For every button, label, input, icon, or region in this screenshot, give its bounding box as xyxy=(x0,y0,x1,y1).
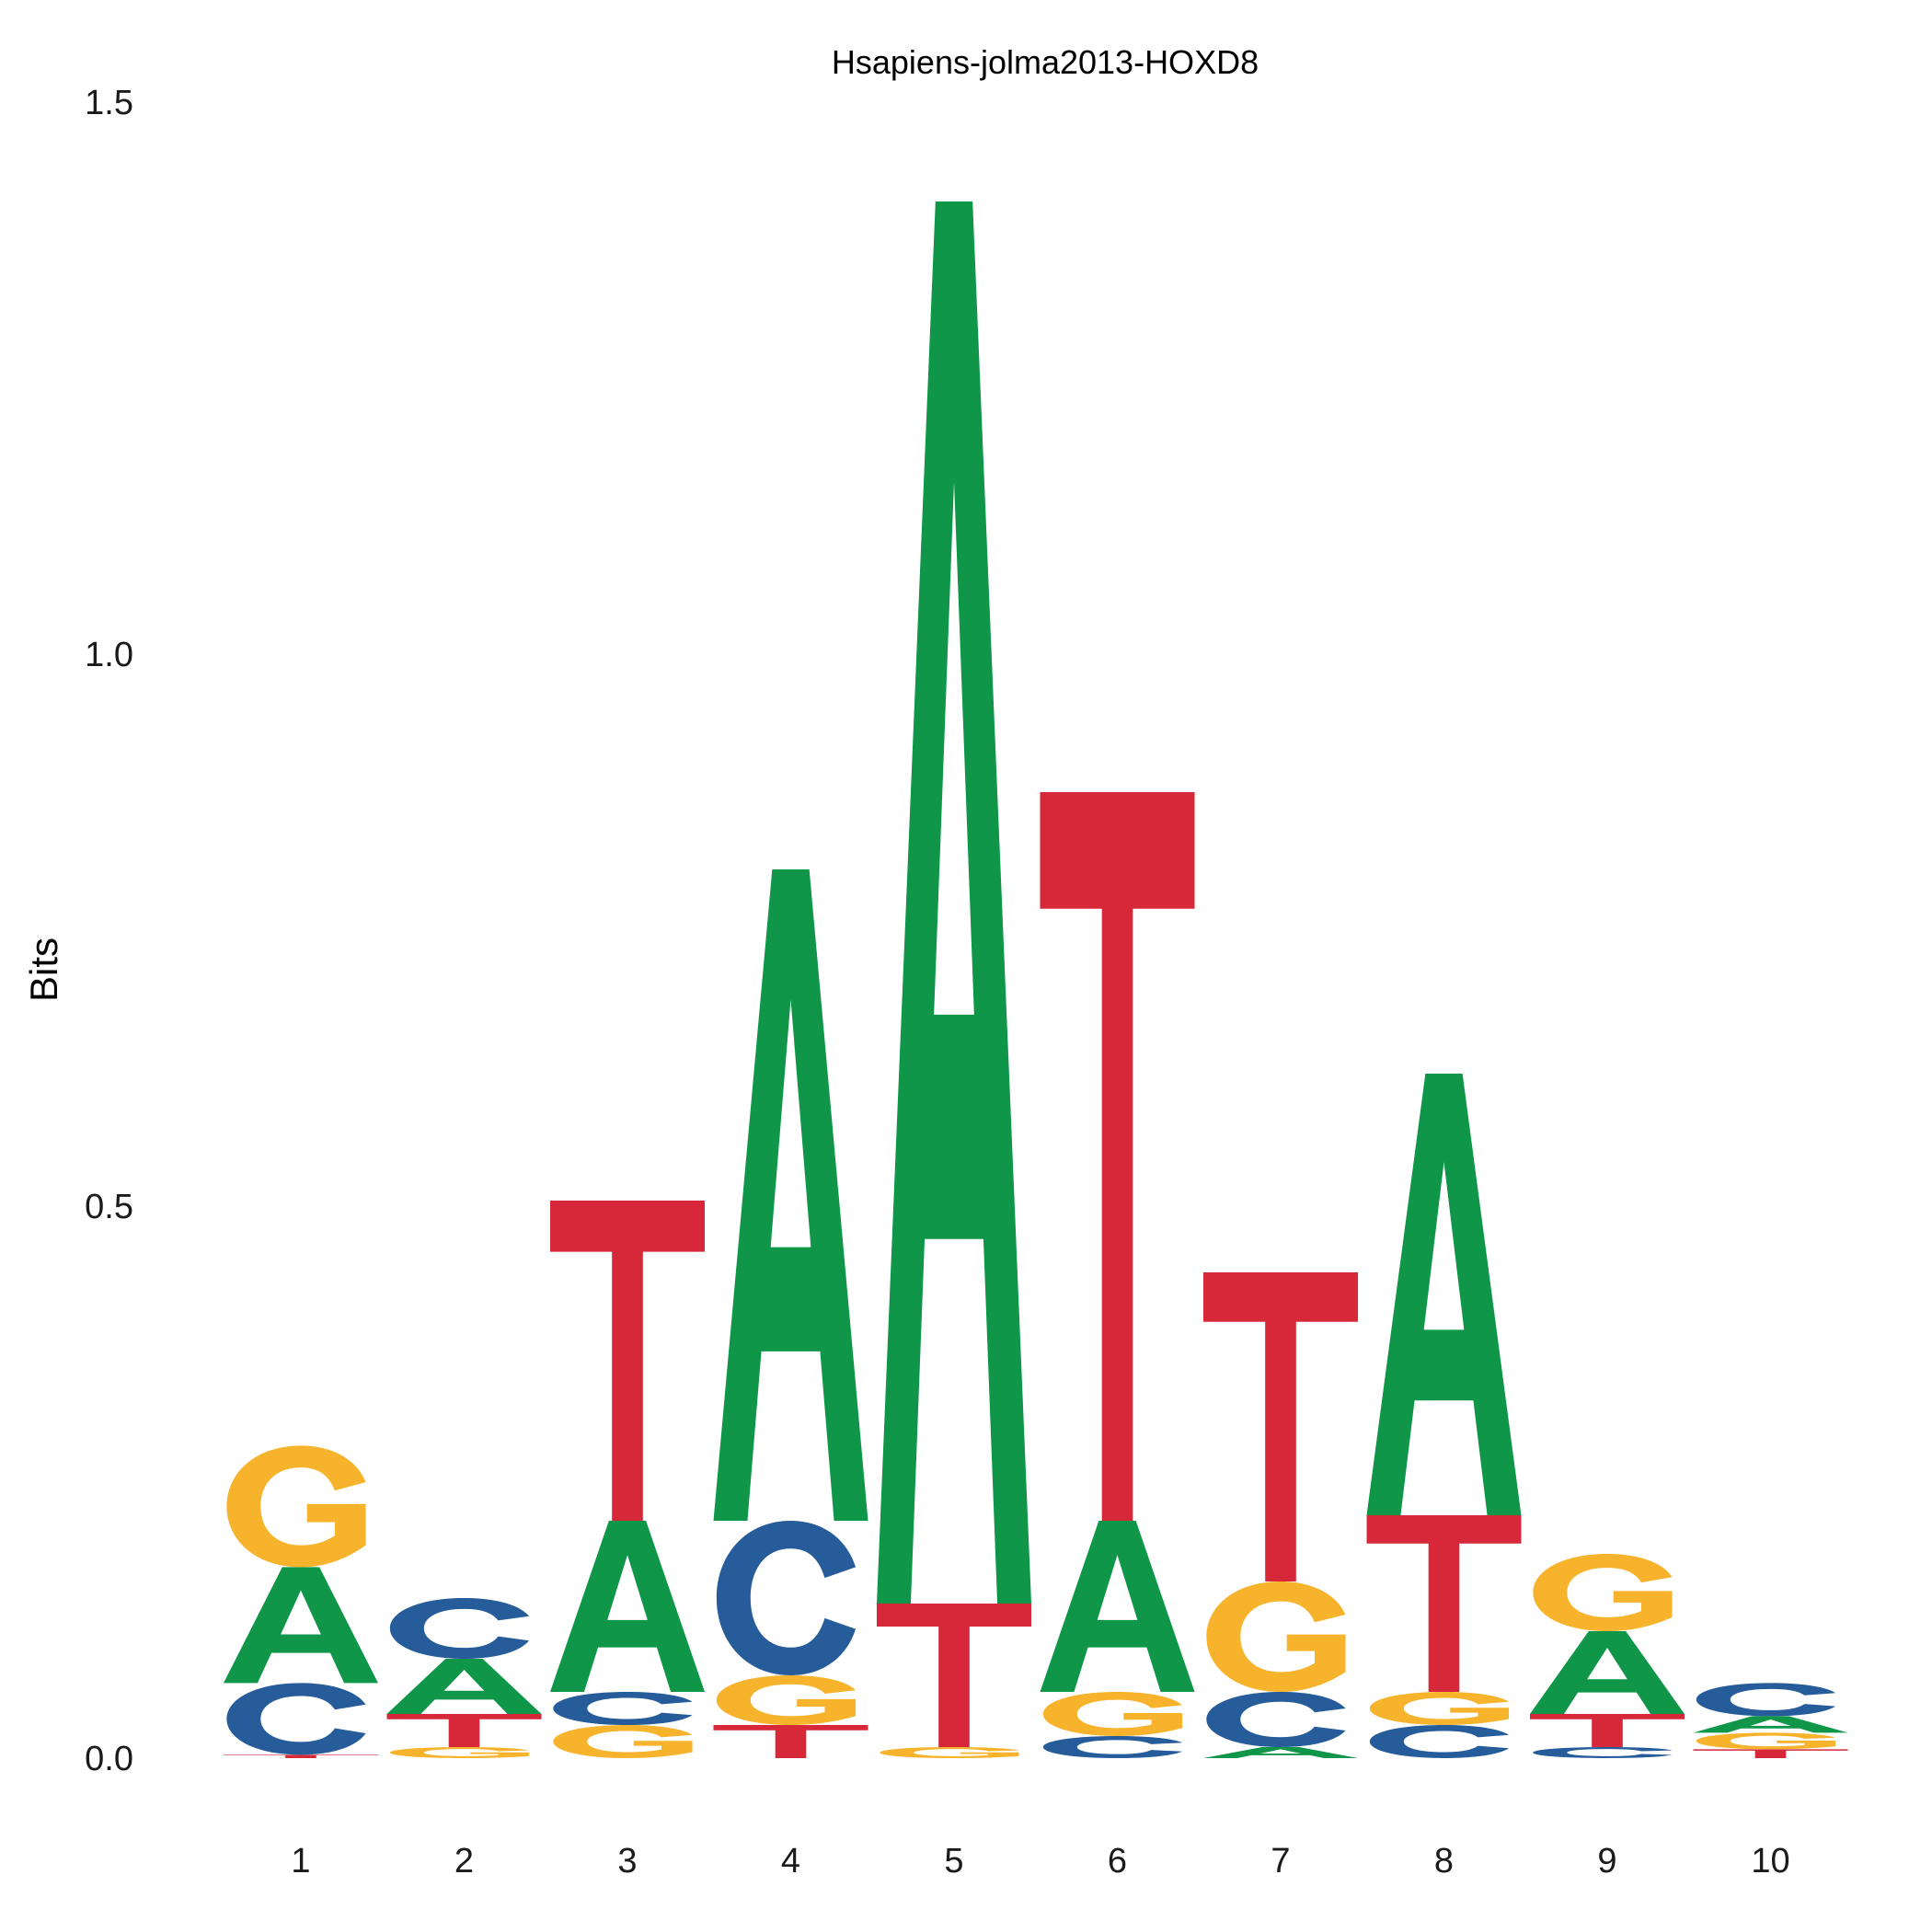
logo-letter-shape xyxy=(1696,1732,1836,1750)
logo-letter-c xyxy=(1369,1725,1510,1758)
logo-letter-c xyxy=(1206,1692,1346,1747)
logo-letter-g xyxy=(1696,1732,1836,1750)
logo-letter-shape xyxy=(1206,1692,1346,1747)
logo-letter-shape xyxy=(553,1725,693,1758)
logo-letter-g xyxy=(553,1725,693,1758)
x-tick-label: 1 xyxy=(291,1842,310,1880)
logo-letter-shape xyxy=(1203,1272,1358,1581)
logo-letter-shape xyxy=(1366,1074,1522,1515)
logo-letter-c xyxy=(716,1521,857,1675)
logo-letter-shape xyxy=(877,201,1031,1604)
logo-letter-t xyxy=(1040,792,1195,1521)
logo-letter-shape xyxy=(713,1725,868,1758)
logo-letter-shape xyxy=(1533,1747,1673,1758)
logo-letter-shape xyxy=(226,1683,366,1755)
logo-letter-shape xyxy=(1533,1554,1673,1631)
x-tick-label: 3 xyxy=(617,1842,637,1880)
logo-letter-shape xyxy=(226,1445,366,1568)
logo-letter-shape xyxy=(1206,1581,1346,1692)
logo-letter-shape xyxy=(386,1714,542,1747)
x-tick-label: 10 xyxy=(1751,1842,1789,1880)
logo-letter-shape xyxy=(1366,1515,1522,1692)
logo-letter-t xyxy=(1203,1272,1358,1581)
logo-letter-c xyxy=(1533,1747,1673,1758)
logo-letter-shape xyxy=(550,1201,705,1521)
logo-letter-t xyxy=(386,1714,542,1747)
y-tick-label: 1.5 xyxy=(85,84,133,122)
logo-letter-t xyxy=(877,1604,1031,1747)
logo-letter-shape xyxy=(224,1567,378,1684)
logo-letter-c xyxy=(553,1692,693,1725)
logo-letter-shape xyxy=(1693,1716,1848,1733)
logo-letter-shape xyxy=(1042,1736,1183,1758)
logo-letter-t xyxy=(1693,1749,1848,1758)
logo-letter-c xyxy=(226,1683,366,1755)
y-tick-label: 1.0 xyxy=(85,636,133,674)
logo-letters xyxy=(224,201,1848,1758)
y-axis-ticks: 0.0 0.5 1.0 1.5 xyxy=(85,84,133,1778)
x-tick-label: 5 xyxy=(944,1842,963,1880)
x-tick-label: 8 xyxy=(1434,1842,1454,1880)
logo-letter-a xyxy=(713,869,868,1521)
x-tick-label: 4 xyxy=(781,1842,800,1880)
logo-letter-shape xyxy=(716,1675,857,1725)
logo-letter-a xyxy=(1040,1521,1195,1692)
logo-letter-shape xyxy=(550,1521,705,1692)
logo-letter-a xyxy=(1366,1074,1522,1515)
y-axis-title: Bits xyxy=(22,937,65,1002)
logo-letter-shape xyxy=(1369,1725,1510,1758)
logo-letter-a xyxy=(1530,1631,1685,1714)
chart-title: Hsapiens-jolma2013-HOXD8 xyxy=(832,43,1259,81)
logo-letter-shape xyxy=(713,869,868,1521)
x-tick-label: 9 xyxy=(1597,1842,1616,1880)
logo-letter-t xyxy=(550,1201,705,1521)
logo-letter-shape xyxy=(1040,792,1195,1521)
x-tick-label: 2 xyxy=(454,1842,474,1880)
x-axis-ticks: 1 2 3 4 5 6 7 8 9 10 xyxy=(291,1842,1789,1880)
logo-letter-shape xyxy=(880,1747,1019,1758)
x-tick-label: 7 xyxy=(1271,1842,1290,1880)
logo-letter-c xyxy=(389,1598,530,1659)
logo-letter-t xyxy=(1366,1515,1522,1692)
logo-letter-g xyxy=(389,1747,530,1758)
logo-letter-shape xyxy=(389,1747,530,1758)
logo-letter-shape xyxy=(1042,1692,1183,1736)
logo-letter-shape xyxy=(1369,1692,1510,1725)
logo-letter-a xyxy=(877,201,1031,1604)
logo-letter-a xyxy=(1203,1747,1358,1758)
logo-letter-g xyxy=(880,1747,1019,1758)
logo-letter-shape xyxy=(1693,1749,1848,1758)
logo-letter-a xyxy=(224,1567,378,1684)
logo-letter-g xyxy=(226,1445,366,1568)
logo-letter-shape xyxy=(224,1754,378,1758)
logo-letter-shape xyxy=(877,1604,1031,1747)
logo-letter-shape xyxy=(1530,1631,1685,1714)
logo-letter-a xyxy=(1693,1716,1848,1733)
y-tick-label: 0.5 xyxy=(85,1188,133,1226)
logo-letter-shape xyxy=(716,1521,857,1675)
logo-letter-t xyxy=(1530,1714,1685,1747)
logo-letter-shape xyxy=(386,1659,542,1714)
logo-letter-shape xyxy=(389,1598,530,1659)
logo-letter-a xyxy=(386,1659,542,1714)
logo-letter-g xyxy=(1206,1581,1346,1692)
logo-letter-shape xyxy=(1530,1714,1685,1747)
y-tick-label: 0.0 xyxy=(85,1740,133,1778)
logo-letter-shape xyxy=(1203,1747,1358,1758)
logo-letter-g xyxy=(1533,1554,1673,1631)
logo-letter-t xyxy=(224,1754,378,1758)
logo-letter-g xyxy=(1042,1692,1183,1736)
x-tick-label: 6 xyxy=(1108,1842,1127,1880)
logo-letter-a xyxy=(550,1521,705,1692)
logo-letter-shape xyxy=(553,1692,693,1725)
logo-letter-shape xyxy=(1040,1521,1195,1692)
logo-letter-t xyxy=(713,1725,868,1758)
logo-letter-g xyxy=(1369,1692,1510,1725)
logo-letter-g xyxy=(716,1675,857,1725)
logo-letter-c xyxy=(1042,1736,1183,1758)
logo-letter-shape xyxy=(1696,1683,1836,1717)
logo-letter-c xyxy=(1696,1683,1836,1717)
